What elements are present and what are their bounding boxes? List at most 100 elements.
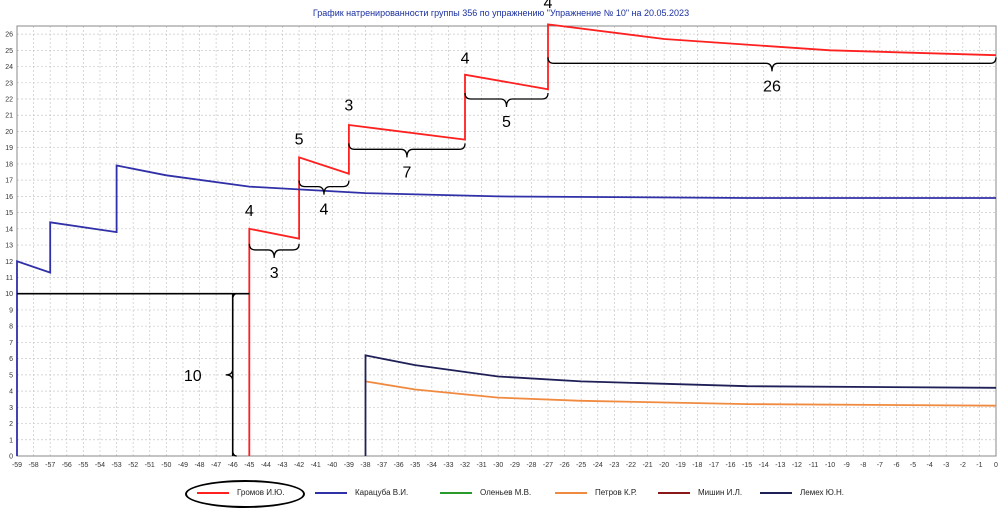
- legend-swatch: [555, 492, 587, 494]
- step-label: 5: [295, 131, 304, 148]
- brace: [248, 243, 300, 258]
- x-tick-label: -13: [775, 462, 785, 469]
- vertical-brace: [225, 293, 237, 457]
- annotation-label: 10: [184, 368, 202, 385]
- x-tick-label: -45: [244, 462, 254, 469]
- legend-label: Оленьев М.В.: [480, 488, 532, 497]
- x-tick-label: -8: [860, 462, 866, 469]
- x-tick-label: -22: [626, 462, 636, 469]
- y-tick-label: 21: [5, 113, 13, 120]
- legend-swatch: [760, 492, 792, 494]
- legend-label: Карацуба В.И.: [355, 488, 409, 497]
- x-tick-label: -57: [45, 462, 55, 469]
- step-label: 4: [245, 203, 254, 220]
- x-tick-label: -48: [194, 462, 204, 469]
- y-tick-label: 9: [9, 307, 13, 314]
- y-tick-label: 12: [5, 259, 13, 266]
- x-tick-label: -6: [893, 462, 899, 469]
- x-tick-label: -14: [759, 462, 769, 469]
- x-tick-label: -54: [95, 462, 105, 469]
- plot-frame: [16, 25, 997, 457]
- y-tick-label: 1: [9, 437, 13, 444]
- x-tick-label: -49: [178, 462, 188, 469]
- y-tick-label: 10: [5, 291, 13, 298]
- x-tick-label: -21: [642, 462, 652, 469]
- y-tick-label: 11: [6, 275, 13, 282]
- y-tick-label: 23: [5, 80, 13, 87]
- y-tick-label: 8: [9, 324, 13, 331]
- series-line-1: [16, 164, 996, 456]
- x-tick-label: -47: [211, 462, 221, 469]
- x-tick-label: -30: [493, 462, 503, 469]
- legend-label: Петров К.Р.: [595, 488, 637, 497]
- y-tick-label: 18: [5, 161, 13, 168]
- x-tick-label: -32: [460, 462, 470, 469]
- y-tick-label: 14: [5, 226, 13, 233]
- legend: Громов И.Ю. Карацуба В.И. Оленьев М.В. Петр…: [0, 480, 1002, 510]
- x-tick-label: -7: [877, 462, 883, 469]
- chart-title: График натренированности группы 356 по у…: [312, 8, 690, 18]
- y-tick-label: 4: [9, 389, 13, 396]
- x-tick-label: -2: [960, 462, 966, 469]
- series-line-5: [364, 354, 997, 456]
- x-tick-label: -41: [311, 462, 321, 469]
- y-tick-label: 19: [5, 145, 13, 152]
- x-tick-label: -24: [593, 462, 603, 469]
- x-tick-label: -16: [725, 462, 735, 469]
- chart-plot: -59 -58 -57 -56 -55 -54 -53 -52 -51 -50 -49 -48 -47-…: [5, 0, 998, 469]
- y-tick-label: 26: [5, 32, 13, 39]
- grid-lines: [16, 26, 997, 457]
- y-tick-label: 2: [9, 421, 13, 428]
- y-tick-label: 7: [9, 340, 13, 347]
- annotation-label: 7: [402, 164, 411, 181]
- legend-label: Лемех Ю.Н.: [800, 488, 844, 497]
- x-tick-label: -3: [943, 462, 949, 469]
- x-tick-label: -17: [709, 462, 719, 469]
- x-tick-label: 0: [994, 462, 998, 469]
- x-tick-label: -58: [29, 462, 39, 469]
- x-tick-label: -44: [261, 462, 271, 469]
- y-tick-label: 13: [5, 243, 13, 250]
- y-tick-label: 22: [5, 97, 13, 104]
- y-tick-label: 0: [9, 454, 13, 461]
- x-tick-label: -51: [145, 462, 155, 469]
- x-tick-label: -23: [609, 462, 619, 469]
- x-tick-label: -11: [809, 462, 819, 469]
- legend-swatch: [658, 492, 690, 494]
- x-tick-label: -20: [659, 462, 669, 469]
- legend-label: Громов И.Ю.: [237, 488, 285, 497]
- x-tick-label: -31: [477, 462, 487, 469]
- x-tick-label: -27: [543, 462, 553, 469]
- legend-swatch: [197, 492, 229, 494]
- x-tick-label: -35: [410, 462, 420, 469]
- y-tick-label: 5: [9, 372, 13, 379]
- step-label: 4: [544, 0, 553, 12]
- x-tick-label: -9: [844, 462, 850, 469]
- brace: [464, 92, 549, 108]
- x-tick-label: -42: [294, 462, 304, 469]
- legend-swatch: [315, 492, 347, 494]
- x-tick-label: -37: [377, 462, 387, 469]
- y-tick-label: 17: [5, 178, 13, 185]
- step-label: 3: [344, 97, 353, 114]
- legend-label: Мишин И.Л.: [698, 488, 743, 497]
- y-tick-label: 16: [5, 194, 13, 201]
- x-tick-label: -19: [676, 462, 686, 469]
- axes: -59 -58 -57 -56 -55 -54 -53 -52 -51 -50 -49 -48 -47-…: [5, 25, 998, 469]
- x-tick-label: -43: [277, 462, 287, 469]
- x-tick-label: -40: [327, 462, 337, 469]
- series-layer: [16, 23, 997, 456]
- x-tick-label: -53: [111, 462, 121, 469]
- y-tick-label: 20: [5, 129, 13, 136]
- x-tick-label: -18: [692, 462, 702, 469]
- y-tick-label: 6: [9, 356, 13, 363]
- x-tick-label: -15: [742, 462, 752, 469]
- annotation-label: 5: [502, 114, 511, 131]
- y-tick-label: 3: [9, 405, 13, 412]
- x-tick-label: -36: [394, 462, 404, 469]
- annotation-label: 26: [763, 78, 781, 95]
- brace: [547, 57, 997, 72]
- x-tick-label: -38: [360, 462, 370, 469]
- x-tick-label: -4: [927, 462, 933, 469]
- x-tick-label: -50: [161, 462, 171, 469]
